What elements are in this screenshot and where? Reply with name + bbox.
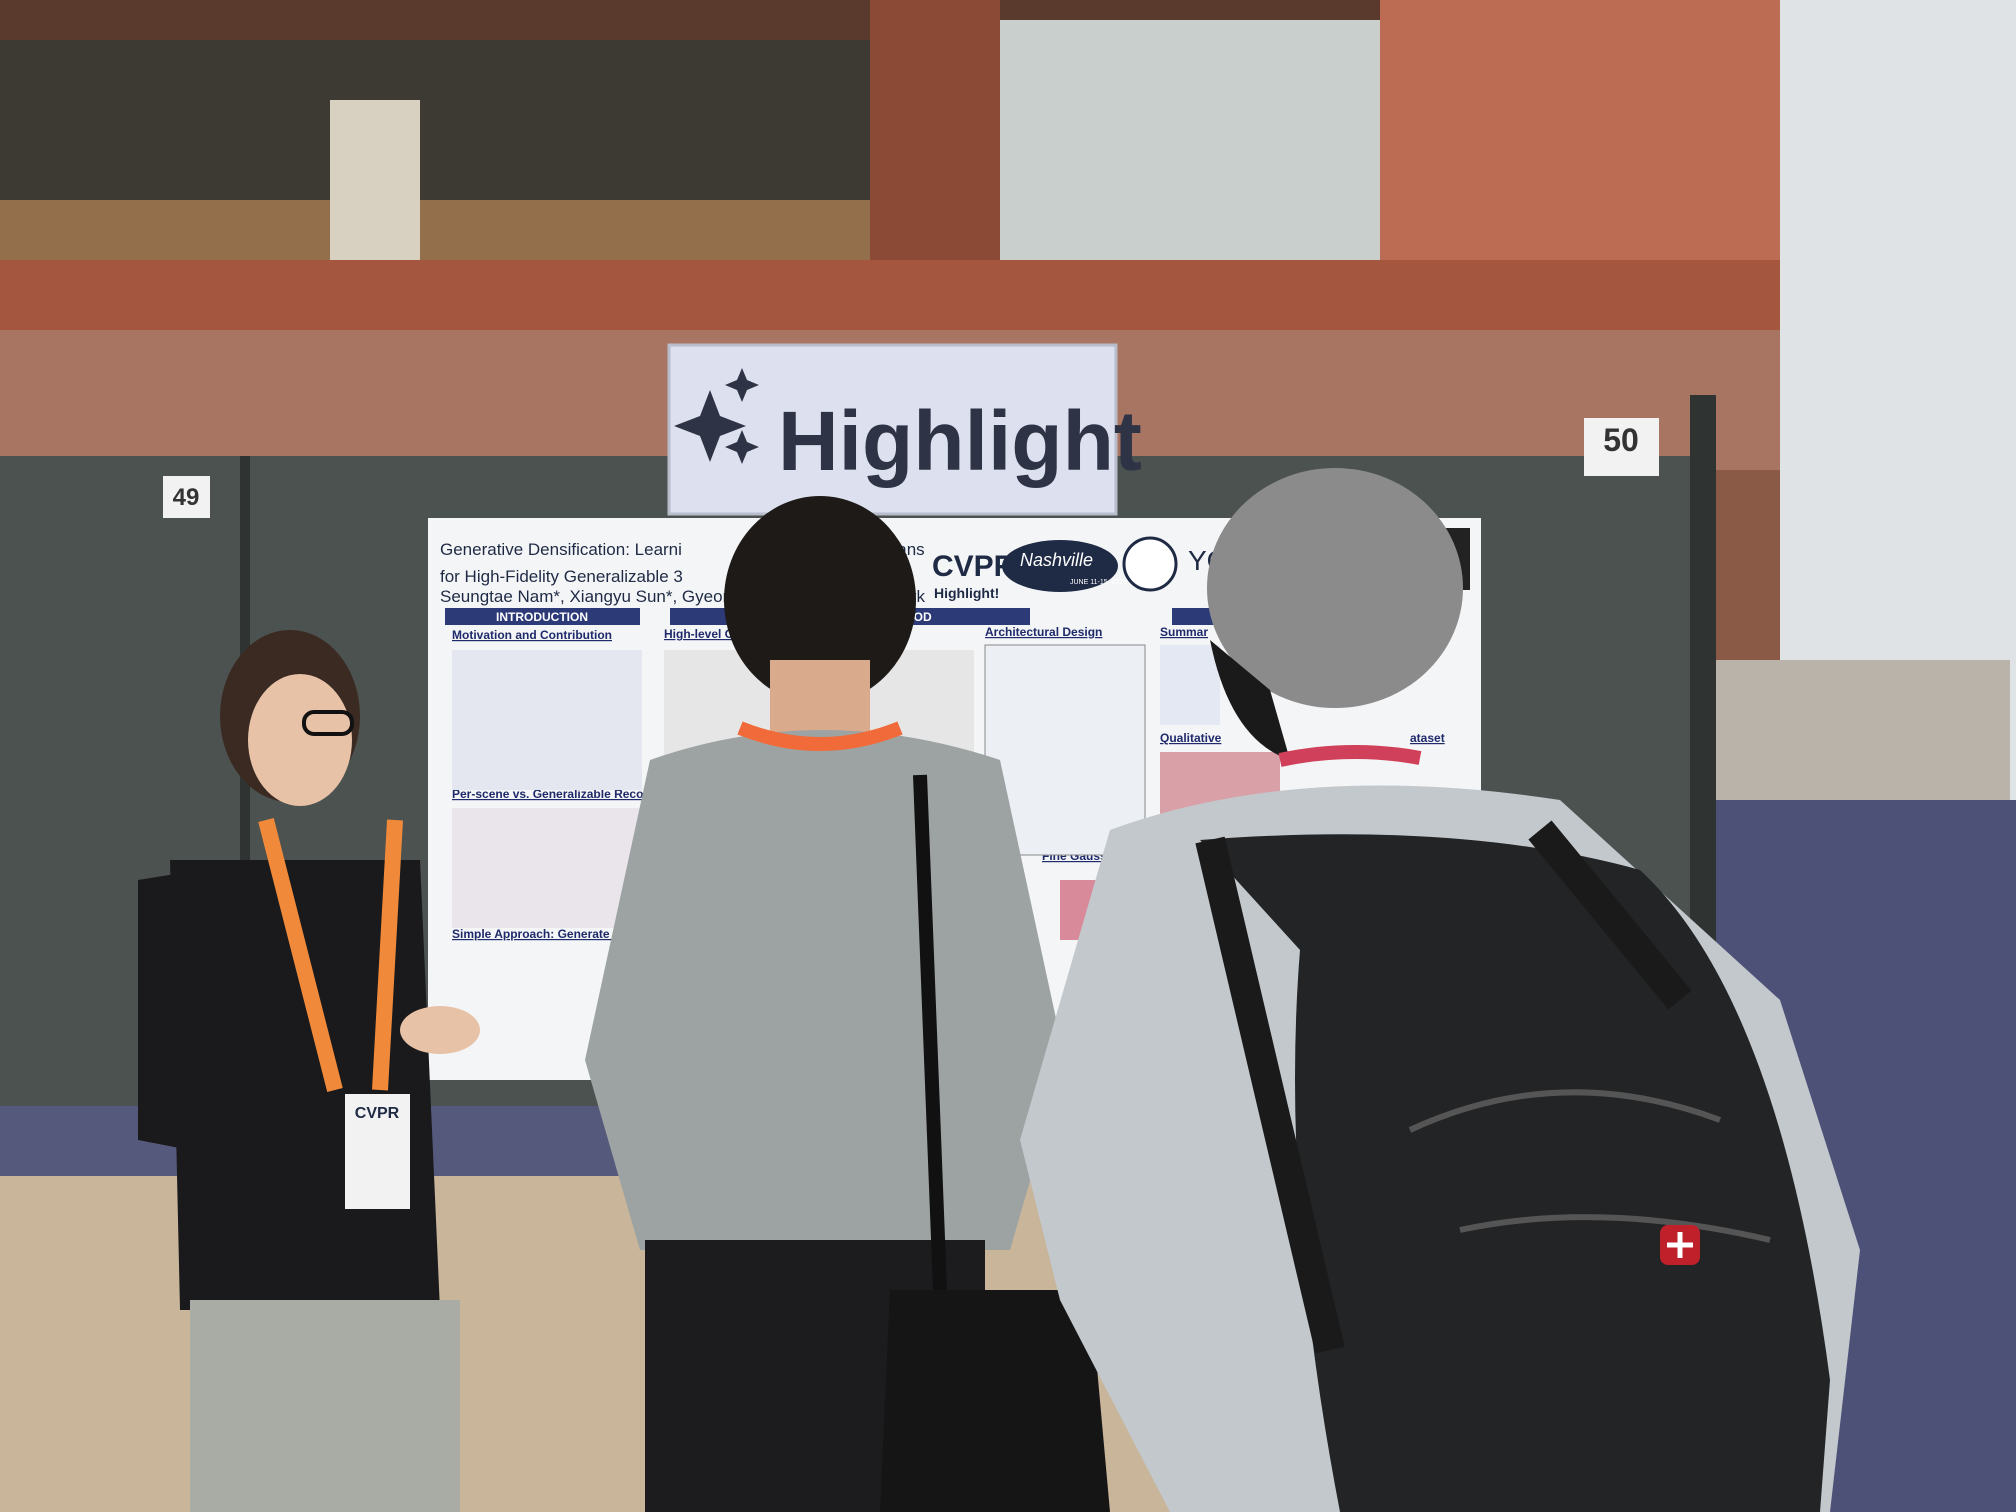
- block-wall: [1710, 660, 2010, 800]
- pillar: [330, 100, 420, 270]
- section-heading: ataset: [1410, 731, 1445, 745]
- section-heading: Per-scene vs. Generalizable Reconstructi…: [452, 787, 702, 801]
- section-heading: Qualitative: [1160, 731, 1222, 745]
- wall-panel: [870, 0, 1000, 270]
- section-bar: [445, 608, 640, 625]
- poster-figure: [452, 808, 642, 928]
- conference-city: Nashville: [1020, 550, 1093, 570]
- person-left: CVPR: [138, 630, 480, 1512]
- university-seal: [1122, 536, 1178, 592]
- sparkle-icon: [674, 390, 746, 462]
- conference-note: Highlight!: [934, 585, 999, 601]
- booth-number-sign: [163, 476, 210, 518]
- conference-logo: CVPR: [932, 550, 1016, 583]
- section-heading: High-level O: [664, 627, 734, 641]
- highlight-label: Highlight: [778, 394, 1142, 488]
- section-heading: Summar: [1160, 625, 1208, 639]
- glass-office: [1000, 20, 1380, 260]
- conference-dates: JUNE 11-15, 2025: [1070, 579, 1127, 586]
- booth-number: 49: [173, 484, 200, 511]
- section-heading: Motivation and Contribution: [452, 628, 612, 642]
- guitar-logo: [1002, 540, 1118, 592]
- mezzanine-edge: [0, 260, 1780, 330]
- poster-title: Generative Densification: Learni: [440, 540, 682, 559]
- carpet: [1700, 800, 2016, 1512]
- booth-number: 50: [1603, 422, 1639, 458]
- poster-text-block: [452, 650, 642, 790]
- person-middle: [585, 496, 1110, 1512]
- person-right: [1020, 468, 1860, 1512]
- badge-logo: CVPR: [355, 1105, 400, 1122]
- sparkle-icon: [725, 430, 759, 464]
- booth-number-sign: [1584, 418, 1659, 476]
- poster-title: for High-Fidelity Generalizable 3: [440, 567, 683, 586]
- poster-chart: [1160, 645, 1220, 725]
- room-light: [0, 200, 870, 270]
- sparkle-icon: [725, 368, 759, 402]
- section-heading: Simple Approach: Generate M: [452, 927, 623, 941]
- section-bar-label: INTRODUCTION: [496, 610, 588, 624]
- section-heading: Architectural Design: [985, 625, 1102, 639]
